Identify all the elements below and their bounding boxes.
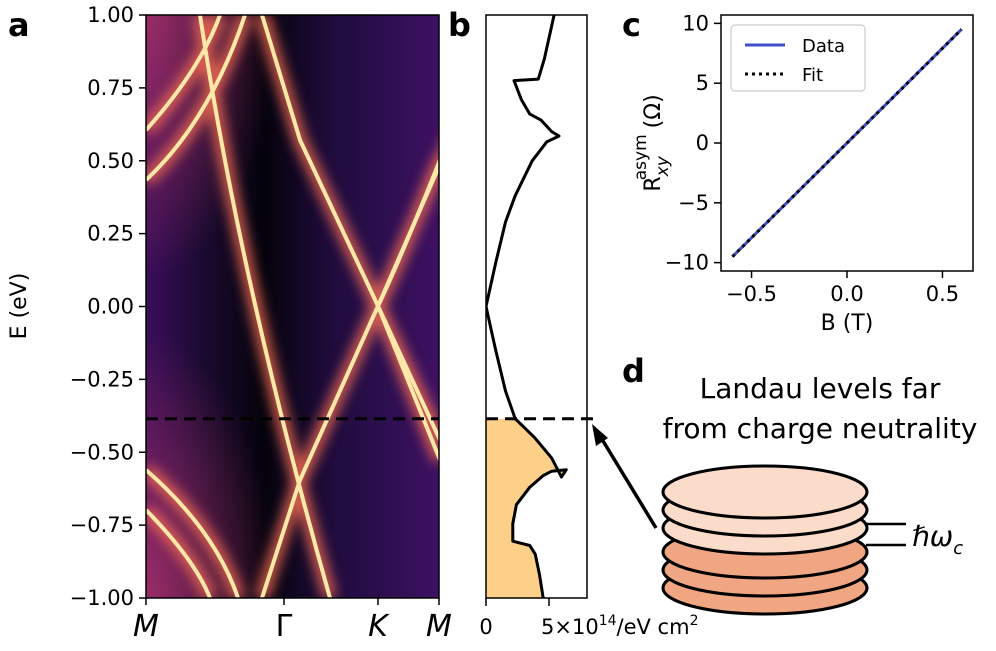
panel-label-d: d [622,352,645,390]
x-tick-label-c: −0.5 [726,282,777,306]
y-tick-label-c: 0 [696,131,709,155]
y-tick-label-a: −1.00 [70,586,134,610]
panel-label-c: c [622,6,641,44]
hbar-omega-c-label: ℏωc [912,520,963,559]
panel-label-a: a [8,6,30,44]
x-tick-label-c: 0.0 [830,282,863,306]
y-tick-label-a: −0.75 [70,513,134,537]
band-line [146,468,240,598]
b-field-axis-label: B (T) [821,311,874,336]
series-fit-line [731,28,963,258]
band-structure-heatmap [146,15,439,598]
y-tick-label-a: 0.00 [87,295,134,319]
y-tick-label-c: 10 [682,11,709,35]
y-tick-label-c: −10 [665,251,709,275]
panel-d: Landau levels far from charge neutrality… [592,372,978,616]
y-tick-label-a: 0.75 [87,76,134,100]
k-point-label: M [426,609,452,644]
k-point-label: Γ [276,609,293,644]
dos-filled-region [486,418,567,598]
dos-axis-zero: 0 [479,615,492,639]
panel-c: −0.5 0.0 0.5 10 5 0 −5 −10 Data Fit B (T) Rxyas… [631,11,974,336]
arrow-head-icon [592,424,608,446]
k-point-label: M [133,609,159,644]
legend-fit-label: Fit [802,65,823,86]
panel-b: 0 5×1014/eV cm2 [479,14,698,639]
pointer-arrow [598,435,658,529]
k-point-label: K [368,609,390,644]
panel-a: 1.00 0.75 0.50 0.25 0.00 −0.25 −0.50 −0.75 −1.00… [7,3,452,644]
y-tick-label-a: −0.50 [70,440,134,464]
panel-label-b: b [448,6,471,44]
panel-c-axis: −0.5 0.0 0.5 10 5 0 −5 −10 [665,11,959,306]
dos-curve [486,15,568,598]
band-line [376,159,439,307]
band-line [260,15,380,307]
band-line [146,15,247,182]
band-line [146,508,212,598]
landau-level-disks [661,464,869,616]
legend: Data Fit [730,24,866,92]
panel-a-axis: 1.00 0.75 0.50 0.25 0.00 −0.25 −0.50 −0.75 −1.00… [70,3,452,644]
panel-d-title-line2: from charge neutrality [663,412,978,445]
y-tick-label-a: 1.00 [87,3,134,27]
y-tick-label-c: 5 [696,71,709,95]
legend-data-label: Data [802,36,845,57]
landau-level-disk [661,464,869,520]
resistance-axis-label: Rxyasym(Ω) [631,94,673,191]
y-tick-label-c: −5 [678,191,709,215]
band-line [260,305,380,598]
y-tick-label-a: 0.25 [87,222,134,246]
dos-axis-label: 5×1014/eV cm2 [541,613,698,639]
band-line [146,15,222,132]
x-tick-label-c: 0.5 [926,282,959,306]
band-line [376,305,439,461]
panel-d-title-line1: Landau levels far [700,372,941,405]
y-tick-label-a: 0.50 [87,149,134,173]
energy-axis-label: E (eV) [7,273,32,340]
y-tick-label-a: −0.25 [70,367,134,391]
